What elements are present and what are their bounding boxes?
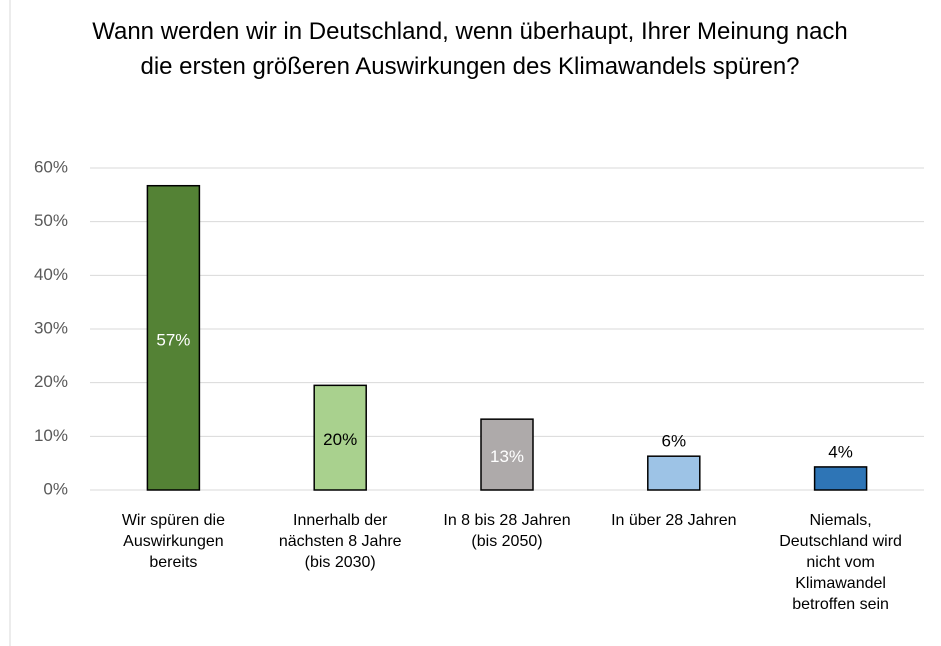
bar (480, 418, 534, 491)
y-tick-label: 10% (34, 426, 68, 445)
bar (647, 455, 701, 491)
x-tick-label: Innerhalb der nächsten 8 Jahre (bis 2030… (278, 512, 402, 571)
x-tick-label: Niemals, Deutschland wird nicht vom Klim… (779, 512, 902, 613)
chart-title: Wann werden wir in Deutschland, wenn übe… (92, 18, 848, 80)
data-label: 4% (828, 442, 853, 461)
y-tick-label: 40% (34, 265, 68, 284)
data-label: 20% (323, 430, 357, 449)
y-tick-label: 60% (34, 157, 68, 176)
y-tick-label: 30% (34, 318, 68, 337)
x-tick-label: Wir spüren die Auswirkungen bereits (121, 512, 225, 571)
data-label: 6% (662, 432, 687, 451)
data-label: 13% (490, 447, 524, 466)
bar (146, 184, 201, 491)
x-tick-label: In 8 bis 28 Jahren (bis 2050) (443, 512, 571, 550)
x-tick-label: In über 28 Jahren (611, 512, 737, 529)
bar (813, 466, 868, 491)
y-tick-label: 50% (34, 211, 68, 230)
data-label: 57% (156, 330, 190, 349)
y-tick-label: 20% (34, 372, 68, 391)
y-tick-label: 0% (43, 479, 68, 498)
bar (313, 384, 367, 491)
